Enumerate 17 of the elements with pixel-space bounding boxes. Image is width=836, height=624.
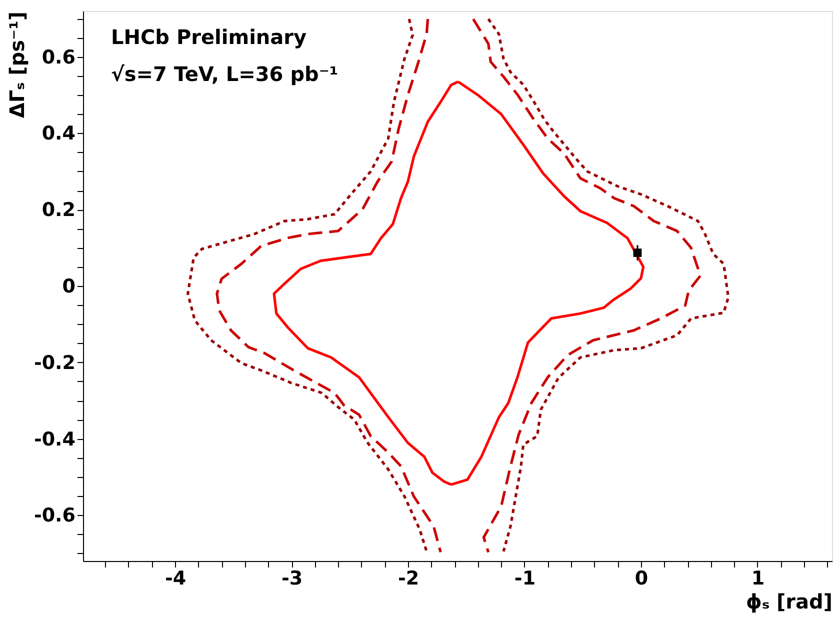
annotation: LHCb Preliminary	[111, 25, 307, 49]
y-tick-label: 0.2	[42, 199, 76, 222]
y-tick-label: 0.6	[42, 46, 76, 68]
annotation: √s=7 TeV, L=36 pb⁻¹	[111, 62, 338, 86]
y-tick-label: -0.2	[34, 352, 76, 374]
x-tick-label: -2	[398, 568, 420, 590]
x-axis-title: ϕₛ [rad]	[746, 590, 832, 614]
y-tick-label: 0	[62, 276, 76, 298]
y-tick-label: -0.4	[34, 428, 76, 450]
x-tick-label: 1	[751, 568, 765, 590]
y-axis-title: ΔΓₛ [ps⁻¹]	[4, 12, 29, 118]
x-tick-label: 0	[634, 568, 648, 590]
x-tick-label: -4	[164, 568, 186, 590]
y-tick-label: -0.6	[34, 504, 76, 527]
y-tick-label: 0.4	[42, 122, 76, 145]
x-tick-label: -1	[514, 568, 536, 590]
x-tick-label: -3	[281, 568, 303, 590]
